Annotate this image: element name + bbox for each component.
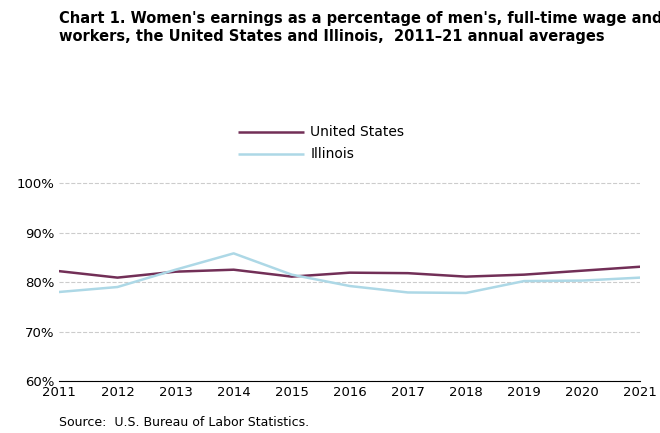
Text: Illinois: Illinois: [310, 147, 354, 161]
Text: Source:  U.S. Bureau of Labor Statistics.: Source: U.S. Bureau of Labor Statistics.: [59, 416, 310, 429]
Text: Chart 1. Women's earnings as a percentage of men's, full-time wage and salary
wo: Chart 1. Women's earnings as a percentag…: [59, 11, 660, 45]
Text: United States: United States: [310, 125, 404, 139]
